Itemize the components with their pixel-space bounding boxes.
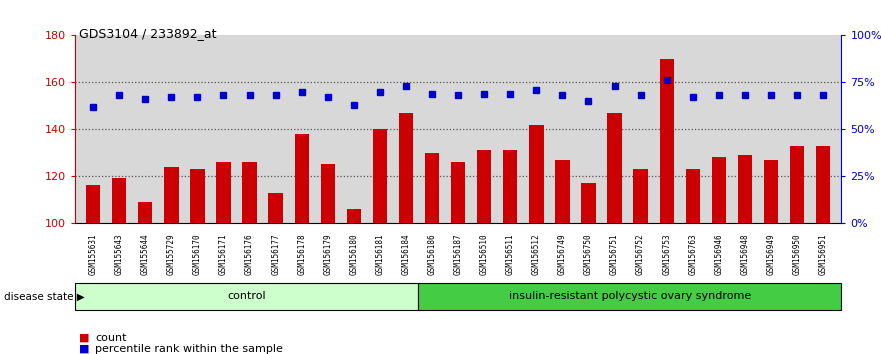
- Bar: [529, 125, 544, 354]
- Bar: [418, 283, 841, 310]
- Text: GSM156512: GSM156512: [532, 234, 541, 275]
- Text: GSM156763: GSM156763: [688, 234, 697, 275]
- Bar: [190, 169, 204, 354]
- Text: ■: ■: [79, 333, 90, 343]
- Text: GSM155644: GSM155644: [141, 234, 150, 275]
- Bar: [321, 164, 335, 354]
- Text: GSM156179: GSM156179: [323, 234, 332, 275]
- Text: GSM156753: GSM156753: [663, 234, 671, 275]
- Text: control: control: [227, 291, 266, 302]
- Text: GSM156946: GSM156946: [714, 234, 723, 275]
- Text: GSM156181: GSM156181: [375, 234, 384, 275]
- Bar: [503, 150, 517, 354]
- Bar: [112, 178, 126, 354]
- Bar: [816, 145, 830, 354]
- Text: GSM156177: GSM156177: [271, 234, 280, 275]
- Text: GSM156184: GSM156184: [402, 234, 411, 275]
- Text: GSM156178: GSM156178: [297, 234, 307, 275]
- Bar: [346, 209, 361, 354]
- Text: GSM156749: GSM156749: [558, 234, 566, 275]
- Bar: [790, 145, 804, 354]
- Text: GSM156170: GSM156170: [193, 234, 202, 275]
- Bar: [712, 157, 726, 354]
- Bar: [75, 283, 418, 310]
- Text: GSM156187: GSM156187: [454, 234, 463, 275]
- Text: GSM156949: GSM156949: [766, 234, 775, 275]
- Text: GSM156752: GSM156752: [636, 234, 645, 275]
- Bar: [425, 153, 440, 354]
- Bar: [660, 59, 674, 354]
- Bar: [737, 155, 752, 354]
- Bar: [555, 160, 570, 354]
- Bar: [373, 129, 387, 354]
- Text: count: count: [95, 333, 127, 343]
- Bar: [86, 185, 100, 354]
- Text: GSM156510: GSM156510: [479, 234, 489, 275]
- Text: insulin-resistant polycystic ovary syndrome: insulin-resistant polycystic ovary syndr…: [509, 291, 751, 302]
- Text: GSM155729: GSM155729: [167, 234, 176, 275]
- Text: GSM156948: GSM156948: [740, 234, 750, 275]
- Text: GSM156176: GSM156176: [245, 234, 254, 275]
- Text: percentile rank within the sample: percentile rank within the sample: [95, 344, 283, 354]
- Text: GSM156511: GSM156511: [506, 234, 515, 275]
- Bar: [294, 134, 309, 354]
- Bar: [399, 113, 413, 354]
- Text: GSM156180: GSM156180: [350, 234, 359, 275]
- Bar: [633, 169, 648, 354]
- Bar: [607, 113, 622, 354]
- Bar: [764, 160, 778, 354]
- Text: GSM156171: GSM156171: [219, 234, 228, 275]
- Bar: [451, 162, 465, 354]
- Bar: [477, 150, 492, 354]
- Bar: [242, 162, 256, 354]
- Text: ■: ■: [79, 344, 90, 354]
- Text: GSM155631: GSM155631: [89, 234, 98, 275]
- Text: GDS3104 / 233892_at: GDS3104 / 233892_at: [79, 27, 217, 40]
- Bar: [164, 167, 179, 354]
- Text: GSM156186: GSM156186: [427, 234, 437, 275]
- Text: GSM156950: GSM156950: [793, 234, 802, 275]
- Text: GSM156750: GSM156750: [584, 234, 593, 275]
- Text: GSM155643: GSM155643: [115, 234, 123, 275]
- Text: disease state ▶: disease state ▶: [4, 291, 85, 301]
- Text: GSM156751: GSM156751: [610, 234, 619, 275]
- Bar: [138, 202, 152, 354]
- Text: GSM156951: GSM156951: [818, 234, 827, 275]
- Bar: [581, 183, 596, 354]
- Bar: [685, 169, 700, 354]
- Bar: [269, 193, 283, 354]
- Bar: [217, 162, 231, 354]
